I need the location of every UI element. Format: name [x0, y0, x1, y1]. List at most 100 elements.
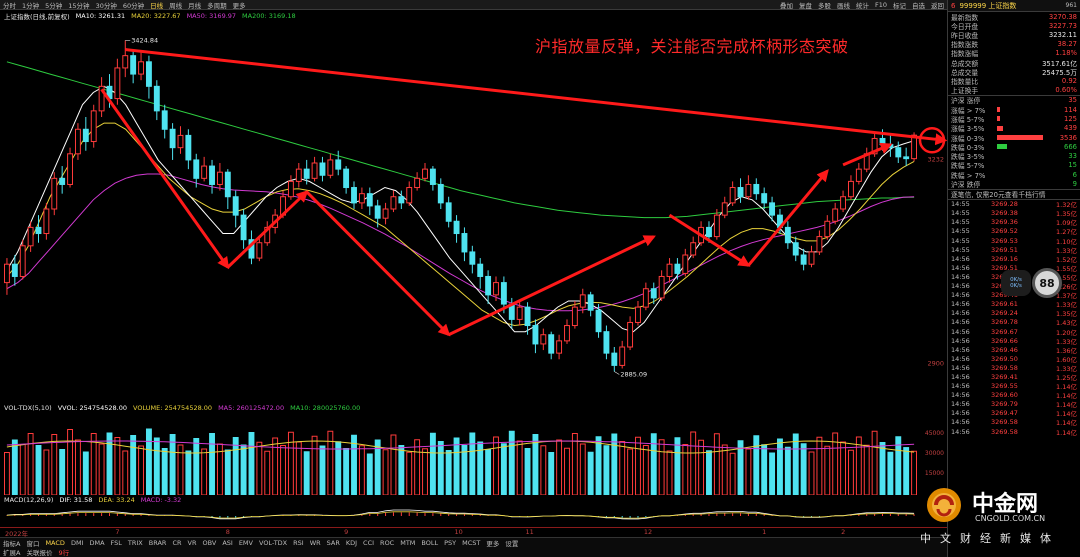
indicator-tab[interactable]: MCST — [462, 538, 481, 547]
candle[interactable] — [406, 181, 413, 206]
candle[interactable] — [477, 258, 484, 289]
candle[interactable] — [138, 52, 144, 81]
candlestick-chart[interactable]: 3232 2900 3424.84 2885.09 — [0, 21, 947, 401]
candle[interactable] — [564, 319, 570, 344]
candle[interactable] — [674, 258, 681, 280]
period-tab[interactable]: 30分钟 — [95, 1, 117, 10]
indicator-tab[interactable]: VOL-TDX — [258, 538, 288, 547]
toolbar-button[interactable]: 自选 — [912, 1, 925, 10]
indicator-tab[interactable]: 窗口 — [26, 539, 40, 548]
candle[interactable] — [74, 123, 81, 160]
candle[interactable] — [177, 126, 184, 154]
indicator-tab[interactable]: FSL — [110, 538, 122, 547]
candle[interactable] — [903, 147, 910, 167]
candle[interactable] — [98, 77, 105, 117]
candle[interactable] — [579, 288, 586, 314]
indicator-tab[interactable]: SAR — [326, 538, 340, 547]
indicator-tab[interactable]: KDJ — [345, 538, 358, 547]
candle[interactable] — [548, 331, 555, 360]
indicator-tab[interactable]: CR — [172, 538, 182, 547]
toolbar-button[interactable]: 复盘 — [798, 1, 812, 10]
candle[interactable] — [390, 190, 397, 213]
candle[interactable] — [335, 150, 342, 176]
candle[interactable] — [303, 159, 310, 185]
extension-tab[interactable]: 关联报价 — [26, 549, 53, 557]
candle[interactable] — [753, 178, 760, 200]
candle[interactable] — [224, 169, 231, 209]
candle[interactable] — [319, 156, 326, 182]
period-tab[interactable]: 多周期 — [207, 1, 227, 10]
period-tab[interactable]: 日线 — [150, 1, 164, 10]
candle[interactable] — [792, 236, 799, 262]
candle[interactable] — [737, 178, 744, 203]
candle[interactable] — [11, 255, 18, 286]
candle[interactable] — [745, 175, 752, 200]
candle[interactable] — [571, 301, 578, 329]
candle[interactable] — [595, 304, 602, 338]
candle[interactable] — [3, 258, 10, 295]
candle[interactable] — [327, 153, 334, 179]
indicator-tab[interactable]: PSY — [444, 538, 457, 547]
candle[interactable] — [27, 221, 34, 252]
toolbar-button[interactable]: 多股 — [817, 1, 831, 10]
candle[interactable] — [366, 187, 373, 216]
candle[interactable] — [587, 291, 594, 317]
candle[interactable] — [130, 49, 137, 84]
candle[interactable] — [729, 181, 736, 206]
toolbar-button[interactable]: 叠加 — [779, 1, 793, 10]
candle[interactable] — [19, 239, 26, 280]
extension-tab[interactable]: 扩展A — [3, 549, 21, 557]
candle[interactable] — [422, 163, 428, 182]
candle[interactable] — [382, 202, 389, 225]
indicator-tab[interactable]: MTM — [400, 538, 416, 547]
period-tab[interactable]: 60分钟 — [122, 1, 145, 10]
candle[interactable] — [374, 199, 381, 228]
extension-tab[interactable]: 9行 — [58, 549, 70, 557]
candle[interactable] — [611, 347, 618, 372]
candle[interactable] — [351, 181, 357, 209]
indicator-tab[interactable]: 更多 — [486, 539, 500, 548]
candle[interactable] — [721, 196, 728, 219]
candle[interactable] — [832, 202, 839, 225]
candle[interactable] — [848, 175, 854, 200]
candle[interactable] — [256, 236, 263, 262]
indicator-tab[interactable]: WR — [309, 538, 321, 547]
candle[interactable] — [193, 153, 200, 188]
candle[interactable] — [666, 258, 673, 283]
indicator-tab[interactable]: VR — [187, 538, 197, 547]
candle[interactable] — [311, 156, 318, 182]
candle[interactable] — [232, 190, 239, 228]
candle[interactable] — [295, 163, 302, 188]
candle[interactable] — [461, 227, 468, 262]
period-tab[interactable]: 1分钟 — [22, 1, 40, 10]
candle[interactable] — [453, 215, 460, 243]
candle[interactable] — [642, 282, 649, 311]
candle[interactable] — [445, 196, 452, 228]
candle[interactable] — [619, 340, 626, 369]
indicator-tab[interactable]: OBV — [202, 538, 217, 547]
toolbar-button[interactable]: 返回 — [931, 1, 944, 10]
candle[interactable] — [635, 301, 641, 326]
candle[interactable] — [603, 325, 610, 360]
candle[interactable] — [761, 187, 768, 209]
candle[interactable] — [43, 202, 50, 240]
candle[interactable] — [863, 147, 870, 173]
indicator-tab[interactable]: MACD — [45, 538, 65, 547]
candle[interactable] — [713, 209, 720, 240]
candle[interactable] — [493, 276, 499, 301]
candle[interactable] — [516, 301, 523, 326]
toolbar-button[interactable]: 标记 — [893, 1, 906, 10]
indicator-tab[interactable]: ASI — [222, 538, 233, 547]
candle[interactable] — [287, 175, 294, 200]
candle[interactable] — [485, 270, 492, 305]
candle[interactable] — [67, 147, 73, 188]
volume-chart[interactable]: 45000 30000 15000 — [0, 413, 947, 495]
candle[interactable] — [358, 187, 365, 209]
indicator-tab[interactable]: EMV — [238, 538, 253, 547]
candle[interactable] — [59, 166, 66, 194]
candle[interactable] — [824, 215, 831, 240]
candle[interactable] — [145, 55, 152, 99]
candle[interactable] — [895, 141, 902, 163]
candle[interactable] — [264, 221, 271, 246]
candle[interactable] — [437, 178, 444, 209]
